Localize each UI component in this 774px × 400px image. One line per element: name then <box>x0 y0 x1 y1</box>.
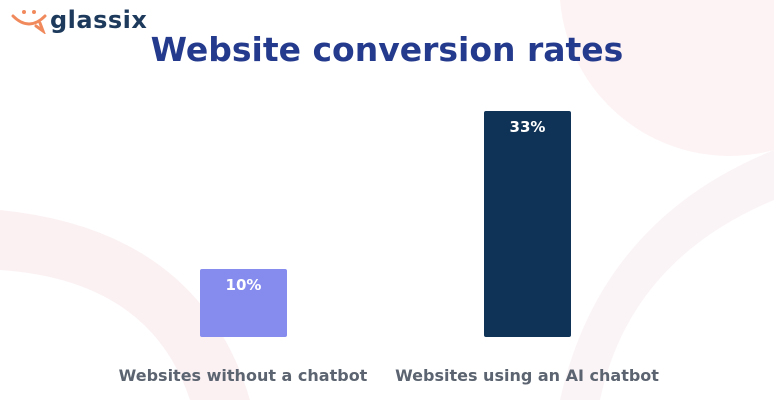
chart-title: Website conversion rates <box>150 30 624 69</box>
category-label: Websites without a chatbot <box>118 366 368 385</box>
glassix-logo: glassix <box>10 6 147 34</box>
data-label: 10% <box>225 275 262 294</box>
data-label: 33% <box>509 118 546 136</box>
category-label: Websites using an AI chatbot <box>395 366 659 385</box>
bar-0 <box>200 268 287 337</box>
logo-text: glassix <box>50 6 148 34</box>
chat-smile-icon <box>11 10 47 34</box>
bar-1 <box>484 111 571 337</box>
